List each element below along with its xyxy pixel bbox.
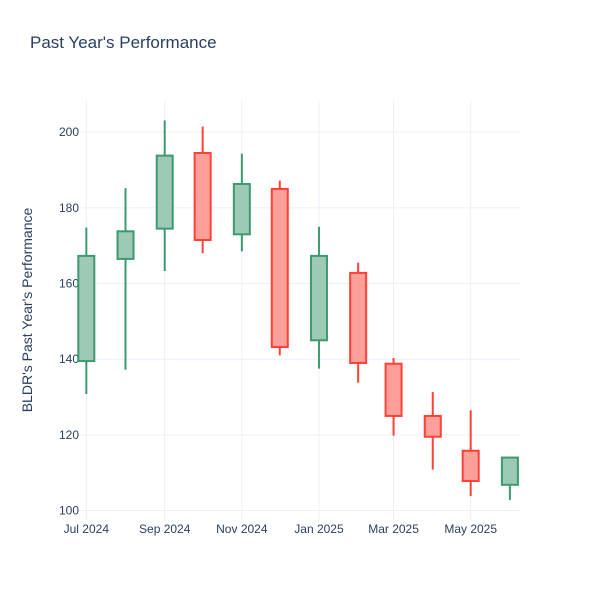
- candle-increasing: [309, 226, 328, 369]
- candle-body: [116, 230, 135, 260]
- candle-body: [461, 449, 480, 483]
- x-tick-label: Jan 2025: [294, 522, 344, 536]
- candle-decreasing: [349, 262, 368, 383]
- candle-body: [270, 187, 289, 349]
- y-tick-label: 120: [59, 428, 79, 442]
- x-tick-label: May 2025: [444, 522, 497, 536]
- candle-increasing: [116, 188, 135, 370]
- y-tick-labels: 100 120 140 160 180 200: [59, 125, 79, 517]
- candle-decreasing: [384, 358, 403, 436]
- candle-body: [193, 151, 212, 241]
- candle-body: [77, 254, 96, 363]
- candle-decreasing: [423, 392, 442, 470]
- candle-increasing: [77, 227, 96, 394]
- candle-increasing: [500, 456, 519, 500]
- candle-body: [349, 271, 368, 364]
- chart-title: Past Year's Performance: [30, 33, 217, 52]
- y-tick-label: 180: [59, 201, 79, 215]
- candle-body: [423, 414, 442, 438]
- y-tick-label: 160: [59, 277, 79, 291]
- candle-decreasing: [270, 180, 289, 356]
- x-tick-labels: Jul 2024 Sep 2024 Nov 2024 Jan 2025 Mar 2025…: [64, 522, 498, 536]
- grid-lines: [80, 100, 520, 520]
- candles: [77, 120, 519, 500]
- x-tick-label: Sep 2024: [139, 522, 191, 536]
- y-tick-label: 140: [59, 352, 79, 366]
- candle-body: [232, 183, 251, 236]
- candle-decreasing: [193, 126, 212, 254]
- candle-body: [500, 456, 519, 486]
- x-tick-label: Jul 2024: [64, 522, 110, 536]
- x-tick-label: Mar 2025: [368, 522, 419, 536]
- candle-decreasing: [461, 410, 480, 497]
- candle-body: [155, 154, 174, 230]
- candle-body: [309, 254, 328, 342]
- candle-increasing: [232, 153, 251, 252]
- candle-body: [384, 362, 403, 417]
- x-tick-label: Nov 2024: [216, 522, 268, 536]
- y-axis-title: BLDR's Past Year's Performance: [19, 208, 35, 413]
- y-tick-label: 100: [59, 504, 79, 518]
- y-tick-label: 200: [59, 125, 79, 139]
- candle-increasing: [155, 120, 174, 272]
